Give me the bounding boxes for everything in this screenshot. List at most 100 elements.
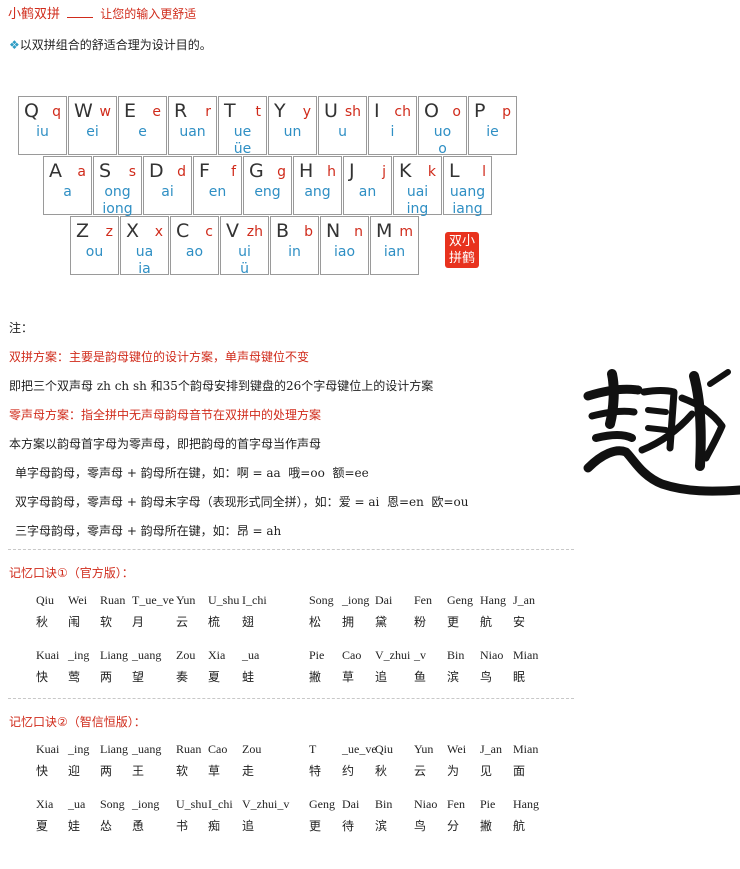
mnemonic-pinyin: Fen <box>447 797 465 811</box>
key-final: ou <box>85 244 104 260</box>
key-final: ai <box>161 184 174 200</box>
key-initial: d <box>177 164 186 180</box>
key-initial: k <box>427 164 436 180</box>
mnemonic-hanzi: 面 <box>513 764 526 778</box>
mnemonic-hanzi: 恿 <box>132 819 145 833</box>
key-final: ing <box>406 201 429 217</box>
mnemonic-pinyin: Ruan <box>100 593 126 607</box>
mnemonic-hanzi: 拥 <box>342 615 355 629</box>
mnemonic-pinyin: Ruan <box>176 742 202 756</box>
title-subtitle: 让您的输入更舒适 <box>100 7 197 21</box>
scheme-description: 即把三个双声母 zh ch sh 和35个韵母安排到键盘的26个字母键位上的设计… <box>9 377 433 394</box>
mnemonic-hanzi: 软 <box>100 615 113 629</box>
scheme-mid1: 和 <box>146 379 163 393</box>
key-letter: P <box>474 100 486 122</box>
key-letter: O <box>424 100 439 122</box>
key-letter: V <box>226 220 239 242</box>
key-final: ei <box>86 124 99 140</box>
mnemonic-pinyin: Niao <box>414 797 438 811</box>
rule-triple-examples: 昂 = ah <box>236 524 282 538</box>
mnemonic-hanzi: 特 <box>309 764 322 778</box>
key-letter: I <box>374 100 380 122</box>
mnemonic-hanzi: 走 <box>242 764 255 778</box>
mnemonic-hanzi: 追 <box>242 819 255 833</box>
key-final: uang <box>449 184 486 200</box>
key-initial: b <box>304 224 313 240</box>
key-letter: H <box>299 160 314 182</box>
mnemonic-pinyin: Cao <box>342 648 362 662</box>
mnemonic-hanzi: 奏 <box>176 670 189 684</box>
mnemonic-pinyin: U_shu <box>208 593 240 607</box>
key-letter: D <box>149 160 164 182</box>
key-final: eng <box>254 184 281 200</box>
mnemonic-hanzi: 软 <box>176 764 189 778</box>
mnemonic-pinyin: I_chi <box>208 797 233 811</box>
mnemonic-hanzi: 松 <box>309 615 322 629</box>
mnemonic-hanzi: 梳 <box>208 615 221 629</box>
mnemonic-pinyin: Wei <box>447 742 467 756</box>
zero-initial-rule: 本方案以韵母首字母为零声母，即把韵母的首字母当作声母 <box>9 437 322 451</box>
key-initial: c <box>205 224 213 240</box>
rule-double-text: 双字母韵母，零声母 + 韵母末字母（表现形式同全拼），如： <box>15 495 339 509</box>
key-final: un <box>283 124 302 140</box>
mnemonic-pinyin: U_shu <box>176 797 208 811</box>
mnemonic-pinyin: _ue_ve <box>342 742 377 756</box>
key-letter: Y <box>274 100 286 122</box>
mnemonic-hanzi: 追 <box>375 670 388 684</box>
key-letter: X <box>126 220 140 242</box>
key-letter: G <box>249 160 264 182</box>
calligraphy-qu: 趣 <box>583 369 740 496</box>
mnemonic-pinyin: _ua <box>242 648 260 662</box>
rule-single-text: 单字母韵母，零声母 + 韵母所在键，如： <box>15 466 237 480</box>
mnemonic-pinyin: Geng <box>447 593 473 607</box>
key-letter: R <box>174 100 188 122</box>
mnemonic1-heading: 记忆口诀①（官方版）： <box>9 566 134 580</box>
mnemonic-pinyin: _ing <box>68 648 90 662</box>
rule-single-examples: 啊 = aa 哦=oo 额=ee <box>236 466 369 480</box>
key-letter: S <box>99 160 112 182</box>
key-final: ua <box>135 244 154 260</box>
key-final: iang <box>452 201 483 217</box>
key-initial: p <box>502 104 511 120</box>
key-final: i <box>390 124 395 140</box>
divider-2 <box>8 698 574 699</box>
mnemonic-hanzi: 闱 <box>68 615 81 629</box>
key-final: ie <box>486 124 499 140</box>
key-initial: m <box>399 224 413 240</box>
mnemonic-hanzi: 两 <box>100 764 113 778</box>
key-final: üe <box>233 141 252 157</box>
mnemonic-hanzi: 秋 <box>375 764 388 778</box>
key-final: iu <box>36 124 49 140</box>
diamond-icon: ❖ <box>9 38 20 52</box>
mnemonic-pinyin: Xia <box>36 797 54 811</box>
mnemonic-pinyin: Fen <box>414 593 432 607</box>
mnemonic-pinyin: J_an <box>480 742 502 756</box>
key-initial: f <box>231 164 236 180</box>
scheme-mid2: 个韵母安排到键盘的 <box>177 379 286 393</box>
mnemonic-hanzi: 两 <box>100 670 113 684</box>
key-letter: T <box>224 100 236 122</box>
mnemonic-hanzi: 莺 <box>68 670 81 684</box>
key-initial: z <box>105 224 113 240</box>
mnemonic-hanzi: 航 <box>480 615 493 629</box>
page-title: 小鹤双拼 让您的输入更舒适 <box>8 3 196 22</box>
mnemonic-pinyin: Cao <box>208 742 228 756</box>
scheme-count-35: 35 <box>162 379 178 393</box>
mnemonic-hanzi: 书 <box>176 819 189 833</box>
mnemonic-hanzi: 撇 <box>480 819 493 833</box>
mnemonic-pinyin: _iong <box>342 593 370 607</box>
mnemonic-hanzi: 云 <box>176 615 189 629</box>
mnemonic-hanzi: 眠 <box>513 670 526 684</box>
key-letter: Z <box>76 220 90 242</box>
mnemonic-pinyin: Yun <box>176 593 196 607</box>
key-initial: ch <box>394 104 411 120</box>
